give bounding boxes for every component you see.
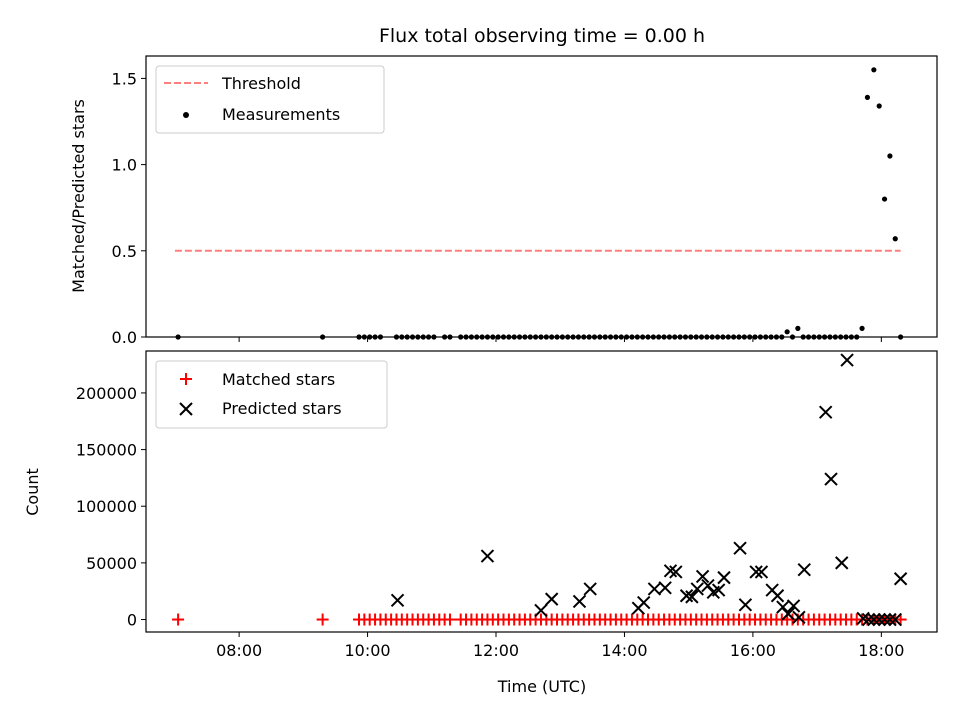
x-tick-label: 18:00 xyxy=(858,641,904,660)
bottom-y-axis-label: Count xyxy=(23,468,42,516)
x-tick-label: 12:00 xyxy=(473,641,519,660)
predicted-star-point xyxy=(647,582,662,596)
predicted-star-point xyxy=(583,582,597,596)
predicted-star-point xyxy=(717,570,731,585)
bottom-y-tick-label: 150000 xyxy=(76,441,137,460)
predicted-star-point xyxy=(835,556,849,570)
predicted-star-point xyxy=(695,569,710,584)
measurement-point xyxy=(871,67,877,73)
bottom-legend: Matched stars Predicted stars xyxy=(155,360,388,429)
predicted-star-point xyxy=(749,565,763,579)
predicted-star-point xyxy=(733,541,747,555)
top-legend: Threshold Measurements xyxy=(155,65,385,134)
x-axis-label: Time (UTC) xyxy=(497,677,586,696)
top-y-tick-label: 1.0 xyxy=(112,156,137,175)
measurement-point xyxy=(795,325,801,331)
bottom-y-tick-label: 0 xyxy=(127,611,137,630)
top-y-tick-label: 0.5 xyxy=(112,242,137,261)
predicted-star-point xyxy=(797,562,811,577)
predicted-star-point xyxy=(781,607,795,621)
predicted-star-point xyxy=(883,612,897,627)
x-tick-label: 16:00 xyxy=(730,641,776,660)
threshold-legend-label: Threshold xyxy=(221,74,301,93)
bottom-y-tick-label: 50000 xyxy=(86,554,137,573)
x-tick-label: 10:00 xyxy=(345,641,391,660)
measurement-point xyxy=(864,94,871,100)
bottom-panel: 0 50000 100000 150000 200000 08:00 10:00 12:00 1… xyxy=(23,350,938,696)
predicted-star-point xyxy=(888,612,902,627)
top-axes: 0.0 0.5 1.0 1.5 xyxy=(112,69,882,347)
predicted-legend-marker xyxy=(179,402,193,416)
predicted-star-point xyxy=(637,595,651,610)
predicted-star-point xyxy=(893,572,908,586)
predicted-star-point xyxy=(690,582,704,596)
top-panel: 0.0 0.5 1.0 1.5 Matched/Predicted stars Thr… xyxy=(69,55,938,347)
predicted-star-point xyxy=(792,610,806,624)
predicted-star-point xyxy=(534,603,548,618)
predicted-star-point xyxy=(754,565,769,579)
predicted-star-point xyxy=(867,612,881,627)
predicted-star-point xyxy=(390,593,405,607)
measurement-point xyxy=(859,325,865,331)
predicted-star-point xyxy=(872,612,886,627)
x-tick-label: 14:00 xyxy=(601,641,647,660)
matched-legend-label: Matched stars xyxy=(222,370,335,389)
predicted-star-point xyxy=(544,592,559,606)
matched-star-point xyxy=(172,613,185,626)
top-y-tick-label: 0.0 xyxy=(112,328,137,347)
predicted-star-point xyxy=(572,594,587,609)
predicted-legend-label: Predicted stars xyxy=(222,399,342,418)
top-y-axis-label: Matched/Predicted stars xyxy=(69,99,88,293)
predicted-star-point xyxy=(818,405,833,419)
bottom-axes: 0 50000 100000 150000 200000 08:00 10:00 12:00 1… xyxy=(76,384,904,660)
matched-star-point xyxy=(316,613,329,626)
matched-legend-marker xyxy=(180,373,192,385)
predicted-star-point xyxy=(663,564,678,578)
measurement-point xyxy=(876,103,882,109)
matched-star-point xyxy=(443,613,456,626)
measurement-point xyxy=(784,329,790,335)
measurements-legend-marker xyxy=(183,112,189,118)
bottom-y-tick-label: 200000 xyxy=(76,384,137,403)
predicted-star-point xyxy=(669,565,683,579)
bottom-y-tick-label: 100000 xyxy=(76,497,137,516)
predicted-star-point xyxy=(711,583,726,597)
bottom-legend-box xyxy=(155,360,388,429)
predicted-star-point xyxy=(786,599,801,613)
predicted-star-point xyxy=(856,611,870,626)
top-legend-box xyxy=(155,65,385,134)
top-plot-frame xyxy=(145,55,938,338)
predicted-star-point xyxy=(861,612,876,627)
predicted-star-point xyxy=(658,581,672,595)
predicted-star-point xyxy=(776,600,790,614)
predicted-star-point xyxy=(701,578,715,593)
measurements-legend-label: Measurements xyxy=(222,105,340,124)
bottom-plot-frame xyxy=(145,350,938,633)
predicted-star-point xyxy=(824,472,838,486)
chart-title: Flux total observing time = 0.00 h xyxy=(379,25,705,47)
predicted-star-point xyxy=(685,590,699,604)
x-tick-label: 08:00 xyxy=(216,641,262,660)
predicted-star-point xyxy=(877,612,892,627)
measurement-point xyxy=(887,153,893,159)
predicted-star-point xyxy=(738,598,753,612)
measurement-point xyxy=(892,236,898,242)
measurement-point xyxy=(881,196,888,202)
predicted-star-point xyxy=(679,589,694,603)
predicted-star-point xyxy=(480,549,495,563)
bottom-marks xyxy=(172,353,908,627)
predicted-star-point xyxy=(840,353,854,367)
predicted-star-point xyxy=(770,589,785,603)
top-y-tick-label: 1.5 xyxy=(112,69,137,88)
